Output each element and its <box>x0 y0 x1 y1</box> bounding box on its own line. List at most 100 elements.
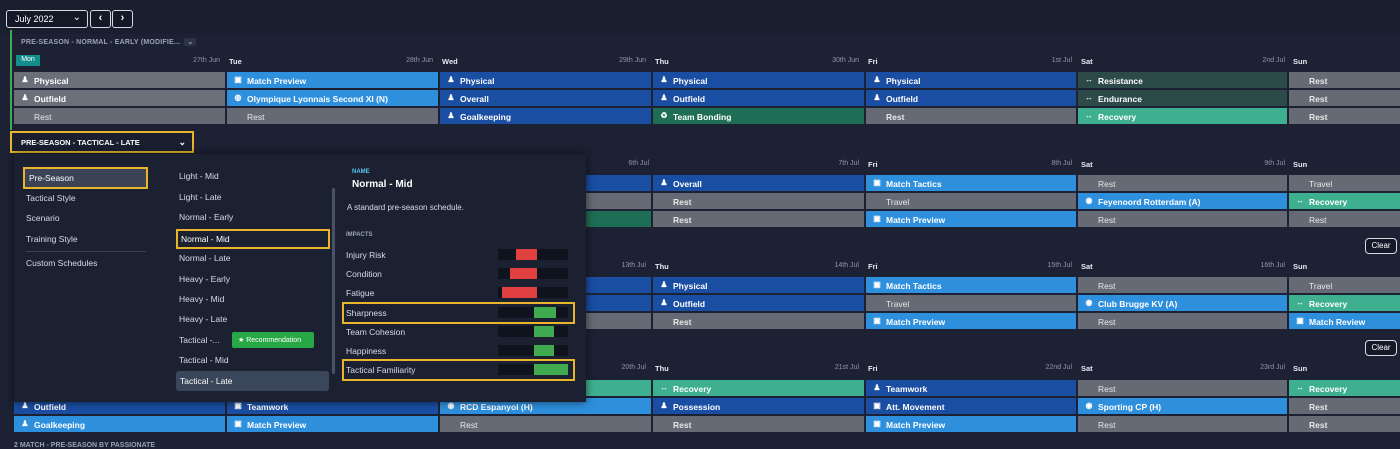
session-cell[interactable]: ♻ Team Bonding <box>653 108 864 124</box>
session-cell[interactable]: Rest <box>1289 416 1400 432</box>
match-cell[interactable]: ◉ Club Brugge KV (A) <box>1078 295 1287 311</box>
next-month-button[interactable]: › <box>112 10 133 28</box>
session-cell[interactable]: ♟ Overall <box>440 90 651 106</box>
session-cell[interactable]: ♟ Outfield <box>14 90 225 106</box>
option-item[interactable]: Heavy - Late <box>179 314 228 324</box>
session-cell[interactable]: ♟ Outfield <box>866 90 1076 106</box>
session-cell[interactable]: ♟ Outfield <box>653 295 864 311</box>
session-cell[interactable]: Rest <box>1289 211 1400 227</box>
option-item[interactable]: Light - Mid <box>179 171 219 181</box>
session-cell[interactable]: ▣ Match Tactics <box>866 277 1076 293</box>
session-cell[interactable]: Rest <box>1289 72 1400 88</box>
match-cell[interactable]: ◉ Sporting CP (H) <box>1078 398 1287 414</box>
clear-button[interactable]: Clear <box>1365 238 1397 254</box>
category-scenario[interactable]: Scenario <box>26 213 60 223</box>
session-cell[interactable]: Travel <box>866 295 1076 311</box>
session-cell[interactable]: ♟ Physical <box>866 72 1076 88</box>
session-cell[interactable]: Rest <box>653 416 864 432</box>
session-cell[interactable]: Rest <box>1078 175 1287 191</box>
option-item-selected[interactable]: Normal - Mid <box>176 229 330 249</box>
session-cell[interactable]: ↔ Endurance <box>1078 90 1287 106</box>
session-cell[interactable]: ♟ Possession <box>653 398 864 414</box>
match-cell[interactable]: ◉ Feyenoord Rotterdam (A) <box>1078 193 1287 209</box>
session-cell[interactable]: Rest <box>1078 416 1287 432</box>
options-scrollbar[interactable] <box>332 188 335 374</box>
option-item[interactable]: Tactical -... <box>179 335 220 345</box>
session-cell[interactable]: ↔ Recovery <box>653 380 864 396</box>
session-cell[interactable]: ♟ Physical <box>440 72 651 88</box>
match-cell[interactable]: ◍ Olympique Lyonnais Second XI (N) <box>227 90 438 106</box>
session-cell[interactable]: Rest <box>1078 313 1287 329</box>
session-cell[interactable]: ▣ Match Preview <box>866 313 1076 329</box>
option-item[interactable]: Light - Late <box>179 192 222 202</box>
session-cell[interactable] <box>586 295 651 311</box>
schedule-label-1[interactable]: PRE-SEASON - NORMAL - EARLY (MODIFIE... ⌄ <box>21 38 197 46</box>
session-cell[interactable] <box>586 211 651 227</box>
session-cell[interactable]: ▣ Match Preview <box>227 416 438 432</box>
session-cell[interactable]: ▣ Match Preview <box>866 211 1076 227</box>
session-cell[interactable]: ▣ Att. Movement <box>866 398 1076 414</box>
session-cell[interactable]: Rest <box>653 193 864 209</box>
category-training-style[interactable]: Training Style <box>26 234 78 244</box>
session-cell[interactable]: Rest <box>653 313 864 329</box>
session-cell[interactable] <box>586 380 651 396</box>
clear-button[interactable]: Clear <box>1365 340 1397 356</box>
category-pre-season[interactable]: Pre-Season <box>23 167 148 189</box>
session-cell[interactable]: Rest <box>1078 211 1287 227</box>
session-cell[interactable]: ▣ Match Tactics <box>866 175 1076 191</box>
option-item[interactable]: Tactical - Mid <box>179 355 229 365</box>
day-header: Fri <box>868 364 878 373</box>
session-cell[interactable]: Rest <box>1078 380 1287 396</box>
prev-month-button[interactable]: ‹ <box>90 10 111 28</box>
month-select[interactable]: July 2022 ⌄ <box>6 10 88 28</box>
schedule-label-next[interactable]: 2 MATCH - PRE-SEASON BY PASSIONATE <box>14 442 156 449</box>
session-cell[interactable] <box>586 313 651 329</box>
session-cell[interactable]: Rest <box>1289 398 1400 414</box>
session-cell[interactable]: ↔ Resistance <box>1078 72 1287 88</box>
session-cell[interactable]: Rest <box>14 108 225 124</box>
session-cell[interactable]: ♟ Goalkeeping <box>440 108 651 124</box>
session-cell[interactable]: ▣ Match Preview <box>866 416 1076 432</box>
session-label: Rest <box>1309 94 1328 104</box>
session-cell[interactable]: Rest <box>1289 108 1400 124</box>
session-cell[interactable]: Travel <box>866 193 1076 209</box>
impact-label: Team Cohesion <box>346 327 406 337</box>
session-cell[interactable] <box>586 175 651 191</box>
session-cell[interactable]: Travel <box>1289 175 1400 191</box>
match-cell[interactable]: ◉ RCD Espanyol (H) <box>440 398 651 414</box>
session-cell[interactable] <box>586 277 651 293</box>
session-cell[interactable] <box>586 193 651 209</box>
session-cell[interactable]: Rest <box>1289 90 1400 106</box>
session-cell[interactable]: ↔ Recovery <box>1078 108 1287 124</box>
option-item[interactable]: Heavy - Early <box>179 274 231 284</box>
option-item[interactable]: Normal - Late <box>179 253 231 263</box>
session-cell[interactable]: Travel <box>1289 277 1400 293</box>
option-item[interactable]: Heavy - Mid <box>179 294 225 304</box>
session-cell[interactable]: Rest <box>440 416 651 432</box>
session-cell[interactable]: ♟ Physical <box>14 72 225 88</box>
session-cell[interactable]: ♟ Physical <box>653 277 864 293</box>
session-cell[interactable]: Rest <box>227 108 438 124</box>
session-cell[interactable]: ▣ Match Review <box>1289 313 1400 329</box>
session-cell[interactable]: Rest <box>866 108 1076 124</box>
session-cell[interactable]: Rest <box>1078 277 1287 293</box>
session-cell[interactable]: ↔ Recovery <box>1289 380 1400 396</box>
session-cell[interactable]: ▣ Match Preview <box>227 72 438 88</box>
session-cell[interactable]: ♟ Teamwork <box>866 380 1076 396</box>
option-item-current[interactable]: Tactical - Late <box>176 371 329 391</box>
session-cell[interactable]: ↔ Recovery <box>1289 295 1400 311</box>
session-cell[interactable]: ♟ Outfield <box>14 398 225 414</box>
session-cell[interactable]: ♟ Overall <box>653 175 864 191</box>
session-cell[interactable]: ↔ Recovery <box>1289 193 1400 209</box>
session-cell[interactable]: ♟ Goalkeeping <box>14 416 225 432</box>
session-cell[interactable]: ▣ Teamwork <box>227 398 438 414</box>
session-cell[interactable]: ♟ Outfield <box>653 90 864 106</box>
schedule-dropdown[interactable]: PRE-SEASON - TACTICAL - LATE ⌄ <box>10 131 194 153</box>
option-item[interactable]: Normal - Early <box>179 212 234 222</box>
category-custom-schedules[interactable]: Custom Schedules <box>26 258 98 268</box>
session-cell[interactable]: Rest <box>653 211 864 227</box>
session-label: Club Brugge KV (A) <box>1098 299 1178 309</box>
session-cell[interactable]: ♟ Physical <box>653 72 864 88</box>
category-tactical-style[interactable]: Tactical Style <box>26 193 76 203</box>
clipboard-icon: ▣ <box>873 214 881 223</box>
